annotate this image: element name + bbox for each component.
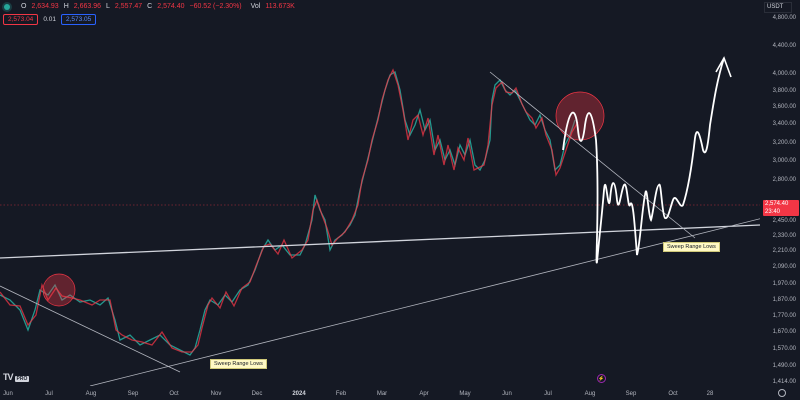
close-value: 2,574.40	[157, 3, 185, 10]
event-marker-icon[interactable]: ⚡	[597, 374, 606, 383]
y-tick: 3,000.00	[772, 158, 796, 164]
y-tick: 1,670.00	[772, 329, 796, 335]
quick-trade-bar: 2,573.04 0.01 2,573.05	[3, 14, 97, 25]
x-tick: Feb	[335, 391, 347, 397]
x-tick: Jun	[3, 391, 13, 397]
y-tick: 4,000.00	[772, 71, 796, 77]
price-axis[interactable]: USDT 4,800.00 4,400.00 4,000.00 3,800.00…	[760, 0, 800, 400]
low-value: 2,557.47	[114, 3, 143, 10]
highlight-circle-2024	[555, 91, 605, 141]
low-label: L	[106, 3, 110, 10]
open-value: 2,634.93	[31, 3, 59, 10]
volume-label: Vol	[250, 3, 261, 10]
change-value: −60.52 (−2.30%)	[189, 3, 242, 10]
open-label: O	[21, 3, 27, 10]
x-tick: Jun	[502, 391, 512, 397]
descending-trendline-2024[interactable]	[489, 71, 696, 239]
x-tick: Aug	[85, 391, 97, 397]
y-tick: 3,400.00	[772, 121, 796, 127]
ohlc-legend: O 2,634.93 H 2,663.96 L 2,557.47 C 2,574.40 …	[4, 3, 295, 10]
time-axis[interactable]: Jun Jul Aug Sep Oct Nov Dec 2024 Feb Mar…	[0, 386, 760, 400]
x-tick: Jul	[45, 391, 53, 397]
candles	[0, 68, 579, 356]
x-tick: Oct	[668, 391, 678, 397]
y-tick: 3,800.00	[772, 88, 796, 94]
x-tick: Aug	[584, 391, 596, 397]
x-tick: Sep	[127, 391, 139, 397]
close-label: C	[147, 3, 153, 10]
x-tick: Jul	[544, 391, 552, 397]
y-tick: 1,570.00	[772, 346, 796, 352]
sweep-range-lows-label-left[interactable]: Sweep Range Lows	[210, 359, 267, 369]
sweep-range-lows-label-right[interactable]: Sweep Range Lows	[663, 242, 720, 252]
x-tick: Dec	[251, 391, 263, 397]
y-tick: 2,330.00	[772, 233, 796, 239]
spread-value: 0.01	[43, 16, 56, 23]
bar-countdown: 23:40	[765, 208, 781, 215]
chart-settings-icon[interactable]	[778, 389, 786, 397]
x-tick: May	[459, 391, 471, 397]
tradingview-logo[interactable]: TV PRO	[3, 372, 30, 382]
y-tick: 4,400.00	[772, 43, 796, 49]
y-tick: 1,414.00	[772, 379, 796, 385]
horizontal-support-line[interactable]	[0, 224, 760, 259]
x-tick: Mar	[376, 391, 388, 397]
x-tick: 2024	[292, 391, 306, 397]
currency-selector[interactable]: USDT	[764, 2, 792, 13]
x-tick: Nov	[210, 391, 222, 397]
projection-arrow-head	[715, 56, 732, 78]
highlight-circle-2023	[42, 273, 76, 307]
y-tick: 1,490.00	[772, 363, 796, 369]
x-tick: Apr	[419, 391, 429, 397]
y-tick: 3,600.00	[772, 104, 796, 110]
high-label: H	[63, 3, 69, 10]
volume-value: 113.673K	[265, 3, 295, 10]
price-chart[interactable]	[0, 0, 760, 386]
x-tick: 28	[706, 391, 714, 397]
y-tick: 1,770.00	[772, 313, 796, 319]
sell-button[interactable]: 2,573.04	[3, 14, 39, 25]
projection-path[interactable]	[562, 57, 725, 264]
y-tick: 2,210.00	[772, 248, 796, 254]
pro-badge: PRO	[14, 376, 30, 382]
y-tick: 1,970.00	[772, 281, 796, 287]
x-tick: Oct	[169, 391, 179, 397]
x-tick: Sep	[625, 391, 637, 397]
y-tick: 3,200.00	[772, 140, 796, 146]
y-tick: 2,090.00	[772, 264, 796, 270]
last-price-value: 2,574.40	[765, 201, 789, 207]
descending-trendline-2023[interactable]	[0, 285, 181, 373]
y-tick: 2,800.00	[772, 177, 796, 183]
y-tick: 1,870.00	[772, 297, 796, 303]
market-status-icon	[4, 3, 10, 10]
y-tick: 2,450.00	[772, 218, 796, 224]
y-tick: 4,800.00	[772, 15, 796, 21]
high-value: 2,663.96	[73, 3, 102, 10]
ascending-trendline[interactable]	[89, 215, 760, 386]
buy-button[interactable]: 2,573.05	[60, 14, 97, 25]
last-price-tag: 2,574.40 23:40	[763, 200, 799, 216]
logo-text: TV	[3, 372, 13, 382]
